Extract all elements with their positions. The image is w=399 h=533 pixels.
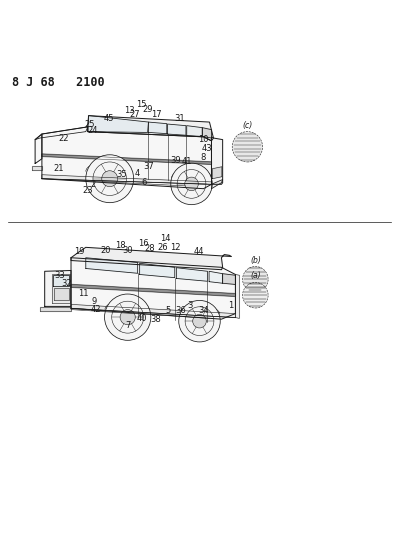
Polygon shape <box>223 273 235 285</box>
Polygon shape <box>212 167 222 179</box>
Text: 6: 6 <box>141 178 146 187</box>
Text: 12: 12 <box>170 243 181 252</box>
Text: 36: 36 <box>175 306 186 315</box>
Polygon shape <box>54 288 69 301</box>
Polygon shape <box>52 274 70 303</box>
Text: 38: 38 <box>150 315 161 324</box>
Polygon shape <box>88 116 148 132</box>
Text: 3: 3 <box>187 301 192 310</box>
Polygon shape <box>42 154 211 164</box>
Polygon shape <box>86 258 138 273</box>
Circle shape <box>232 132 263 162</box>
Text: 4: 4 <box>135 169 140 178</box>
Circle shape <box>171 163 212 205</box>
Text: 28: 28 <box>144 244 155 253</box>
Polygon shape <box>211 180 223 189</box>
Text: 5: 5 <box>165 306 170 315</box>
Polygon shape <box>35 134 42 164</box>
Circle shape <box>102 171 118 187</box>
Polygon shape <box>211 137 223 184</box>
Text: 43: 43 <box>201 144 212 153</box>
Circle shape <box>243 266 268 292</box>
Text: (b): (b) <box>250 255 261 264</box>
Polygon shape <box>45 270 71 306</box>
Text: 23: 23 <box>83 186 93 195</box>
Text: 16: 16 <box>138 239 149 248</box>
Text: 30: 30 <box>122 246 133 255</box>
Polygon shape <box>148 122 167 134</box>
Text: 8: 8 <box>200 154 205 163</box>
Text: (c): (c) <box>242 120 253 130</box>
Circle shape <box>105 294 151 340</box>
Polygon shape <box>32 166 42 170</box>
Text: 20: 20 <box>101 246 111 255</box>
Text: 21: 21 <box>54 164 64 173</box>
Circle shape <box>120 310 135 325</box>
Text: 44: 44 <box>194 247 204 256</box>
Polygon shape <box>35 127 88 140</box>
Text: 8 J 68   2100: 8 J 68 2100 <box>12 76 105 89</box>
Text: 41: 41 <box>182 157 192 166</box>
Text: 10: 10 <box>198 135 209 144</box>
Text: (a): (a) <box>250 271 261 280</box>
Polygon shape <box>235 274 239 318</box>
Text: 37: 37 <box>143 162 154 171</box>
Text: 14: 14 <box>160 234 171 243</box>
Text: 18: 18 <box>115 241 126 251</box>
Polygon shape <box>42 127 211 189</box>
Polygon shape <box>42 175 211 184</box>
Text: 45: 45 <box>103 115 114 123</box>
Text: 2: 2 <box>90 180 96 189</box>
Polygon shape <box>71 247 231 270</box>
Polygon shape <box>209 271 223 283</box>
Text: 19: 19 <box>74 247 84 256</box>
Polygon shape <box>40 307 71 311</box>
Circle shape <box>179 301 220 342</box>
Polygon shape <box>168 124 186 135</box>
Polygon shape <box>71 285 235 296</box>
Text: 34: 34 <box>198 306 209 315</box>
Text: 7: 7 <box>125 321 130 330</box>
Polygon shape <box>71 258 235 319</box>
Text: 24: 24 <box>87 126 98 135</box>
Circle shape <box>185 177 198 191</box>
Text: 27: 27 <box>130 110 140 119</box>
Text: 13: 13 <box>124 106 135 115</box>
Circle shape <box>243 282 268 308</box>
Text: 29: 29 <box>142 105 153 114</box>
Circle shape <box>193 314 206 328</box>
Polygon shape <box>71 304 235 318</box>
Text: 33: 33 <box>55 271 65 280</box>
Circle shape <box>86 155 134 203</box>
Text: 31: 31 <box>174 115 185 123</box>
Text: 1: 1 <box>228 301 233 310</box>
Polygon shape <box>187 126 202 136</box>
Text: 22: 22 <box>59 134 69 142</box>
Polygon shape <box>202 127 211 138</box>
Polygon shape <box>53 275 69 286</box>
Text: 15: 15 <box>136 100 147 109</box>
Polygon shape <box>176 268 207 281</box>
Text: 9: 9 <box>92 297 97 306</box>
Text: 39: 39 <box>170 156 181 165</box>
Text: 35: 35 <box>117 170 127 179</box>
Text: 17: 17 <box>151 110 162 118</box>
Text: 11: 11 <box>79 289 89 298</box>
Polygon shape <box>88 116 213 141</box>
Text: 25: 25 <box>85 119 95 128</box>
Text: 40: 40 <box>136 314 147 323</box>
Text: 26: 26 <box>158 243 168 252</box>
Polygon shape <box>140 263 175 278</box>
Text: 32: 32 <box>62 279 72 288</box>
Text: 42: 42 <box>91 305 101 314</box>
